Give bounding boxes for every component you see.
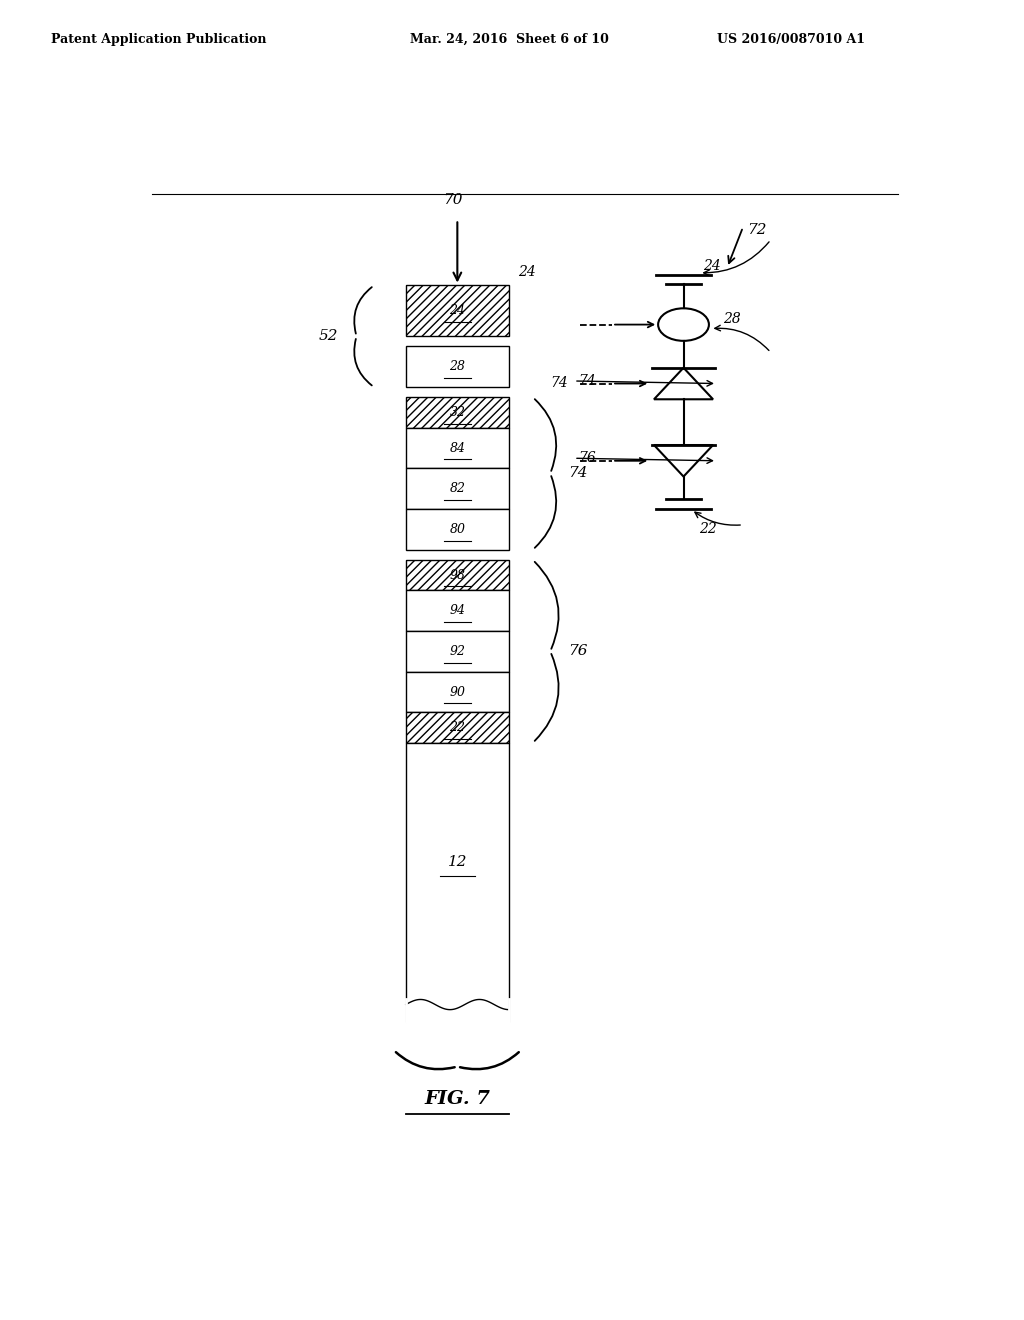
Bar — [406, 631, 509, 672]
Bar — [406, 285, 509, 337]
Text: FIG. 7: FIG. 7 — [424, 1089, 490, 1107]
Text: 98: 98 — [450, 569, 465, 582]
Text: Mar. 24, 2016  Sheet 6 of 10: Mar. 24, 2016 Sheet 6 of 10 — [410, 33, 608, 46]
Text: US 2016/0087010 A1: US 2016/0087010 A1 — [717, 33, 865, 46]
Text: 24: 24 — [703, 259, 721, 273]
Text: 22: 22 — [699, 523, 717, 536]
Text: 28: 28 — [723, 313, 741, 326]
Text: 70: 70 — [443, 193, 463, 207]
Text: 94: 94 — [450, 605, 465, 618]
Text: 24: 24 — [518, 265, 537, 280]
Text: 22: 22 — [450, 721, 465, 734]
Bar — [406, 469, 509, 510]
Text: 90: 90 — [450, 685, 465, 698]
Text: 84: 84 — [450, 442, 465, 454]
Text: 80: 80 — [450, 523, 465, 536]
Text: 74: 74 — [568, 466, 588, 480]
Text: 12: 12 — [447, 855, 467, 870]
Text: 72: 72 — [748, 223, 767, 236]
Bar — [406, 672, 509, 713]
Text: 92: 92 — [450, 645, 465, 657]
Bar — [406, 510, 509, 549]
Bar — [406, 560, 509, 590]
Bar — [406, 743, 509, 1022]
Bar — [406, 346, 509, 387]
Bar — [406, 713, 509, 743]
Text: 74: 74 — [551, 375, 568, 389]
Bar — [406, 397, 509, 428]
Bar — [406, 285, 509, 337]
Text: 52: 52 — [319, 329, 339, 343]
Text: 32: 32 — [450, 407, 465, 418]
Text: 82: 82 — [450, 482, 465, 495]
Text: Patent Application Publication: Patent Application Publication — [51, 33, 266, 46]
Text: 28: 28 — [450, 360, 465, 374]
Bar — [406, 428, 509, 469]
Text: 76: 76 — [568, 644, 588, 659]
Bar — [406, 590, 509, 631]
Bar — [406, 560, 509, 590]
Text: 74: 74 — [578, 374, 596, 388]
Bar — [406, 713, 509, 743]
Text: 24: 24 — [450, 305, 465, 317]
Text: 76: 76 — [578, 451, 596, 465]
Bar — [406, 397, 509, 428]
